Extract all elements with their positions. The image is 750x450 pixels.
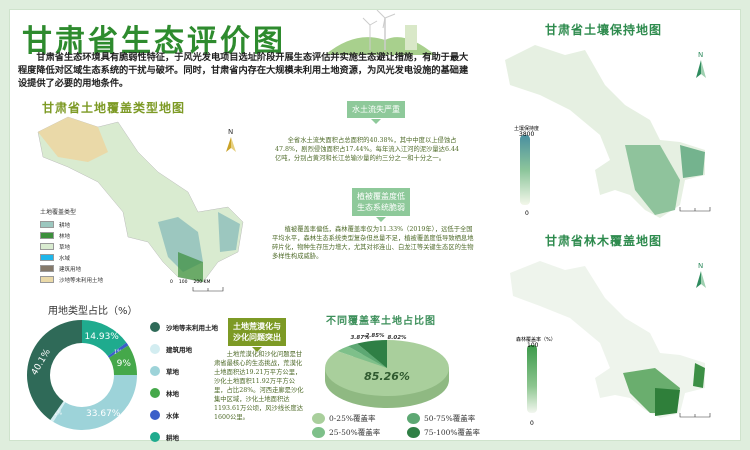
legend-item: 林地 [150,382,218,404]
donut-slice [53,375,137,430]
soil-map-title: 甘肃省土壤保持地图 [545,23,663,37]
legend-item: 沙地等未利用土地 [40,274,103,285]
soil-legend-title: 土壤保持度 [514,126,540,132]
pie-slice [347,343,387,368]
legend-item: 水域 [40,252,103,263]
soil-retention-map: N [505,45,711,218]
legend-item: 0-25%覆盖率 [312,413,407,424]
soil-erosion-text: 全省水土流失面积占总面积的40.38%，其中中度以上侵蚀占47.8%，剧烈侵蚀面… [275,137,459,162]
donut-legend: 沙地等未利用土地 建筑用地 草地 林地 水体 耕地 [150,316,218,448]
coverage-pie-title: 不同覆盖率土地占比图 [326,316,436,327]
forest-legend-min: 0 [530,420,534,427]
svg-text:N: N [698,51,703,59]
soil-legend-max: 3800 [519,131,535,138]
donut-slice [107,342,129,358]
donut-label: 33.67% [86,409,121,419]
pie-slice [337,346,387,368]
wind-power-illustration [325,10,435,55]
pie-label: 3.87% [350,335,370,341]
legend-item: 水体 [150,404,218,426]
legend-item: 耕地 [150,426,218,448]
legend-item: 草地 [150,360,218,382]
soil-erosion-tag: 水土流失严重 [347,101,405,124]
vegetation-tag: 植被覆盖度低 生态系统脆弱 [352,188,410,222]
donut-slice [50,401,66,422]
donut-chart: 14.93%1%9%33.67%1%40.1% [26,320,137,430]
legend-item: 50-75%覆盖率 [407,413,502,424]
donut-label: 9% [117,359,132,369]
coverage-3d-pie: 85.26% 3.87%2.85% 8.02% [325,333,449,408]
svg-text:N: N [228,128,233,136]
land-cover-legend: 土地覆盖类型 耕地 林地 草地 水域 建筑用地 沙地等未利用土地 [40,209,104,285]
legend-item: 75-100%覆盖率 [407,427,502,438]
scale-bar [192,287,224,292]
soil-legend-min: 0 [525,210,529,217]
pie-slice [357,340,387,368]
desertification-text: 土地荒漠化和沙化问题是甘肃省最核心的生态挑战，荒漠化土地面积达19.21万平方公… [214,351,304,421]
north-arrow-icon: N [696,51,706,78]
legend-item: 林地 [40,230,103,241]
pie-label: 8.02% [387,335,407,341]
forest-legend-gradient [527,345,537,413]
north-arrow-icon: N [696,262,706,288]
legend-item: 草地 [40,241,103,252]
pie-label: 85.26% [364,370,410,383]
svg-text:N: N [698,262,703,270]
north-arrow-icon: N [226,128,236,152]
desertification-tag: 土地荒漠化与 沙化问题突出 [228,318,286,352]
donut-slice [82,320,127,357]
land-cover-map-title: 甘肃省土地覆盖类型地图 [42,101,186,115]
donut-label: 1% [54,410,62,416]
scale-labels: 0 100 200 KM [170,280,211,285]
vegetation-text: 植被覆盖率偏低，森林覆盖率仅为11.33%（2019年），远低于全国平均水平，森… [272,226,474,260]
legend-item: 25-50%覆盖率 [312,427,407,438]
donut-label: 14.93% [85,332,120,342]
forest-legend-max: 100 [527,342,539,349]
pie-label: 2.85% [365,333,385,339]
land-cover-map: N [37,116,244,292]
donut-slice [108,345,137,376]
intro-paragraph: 甘肃省生态环境具有脆弱性特征，于风光发电项目选址阶段开展生态评估并实施生态避让措… [18,52,469,89]
legend-item: 沙地等未利用土地 [150,316,218,338]
legend-item: 建筑用地 [150,338,218,360]
legend-item: 建筑用地 [40,263,103,274]
page-title: 甘肃省生态评价图 [22,24,286,59]
soil-legend-gradient [520,135,530,205]
forest-cover-map: N [510,261,711,418]
donut-chart-title: 用地类型占比（%） [48,306,138,317]
forest-map-title: 甘肃省林木覆盖地图 [545,234,663,248]
forest-legend-title: 森林覆盖率（%） [516,337,556,343]
donut-slice [26,320,82,420]
legend-item: 耕地 [40,219,103,230]
coverage-legend: 0-25%覆盖率 50-75%覆盖率 25-50%覆盖率 75-100%覆盖率 [312,413,502,438]
